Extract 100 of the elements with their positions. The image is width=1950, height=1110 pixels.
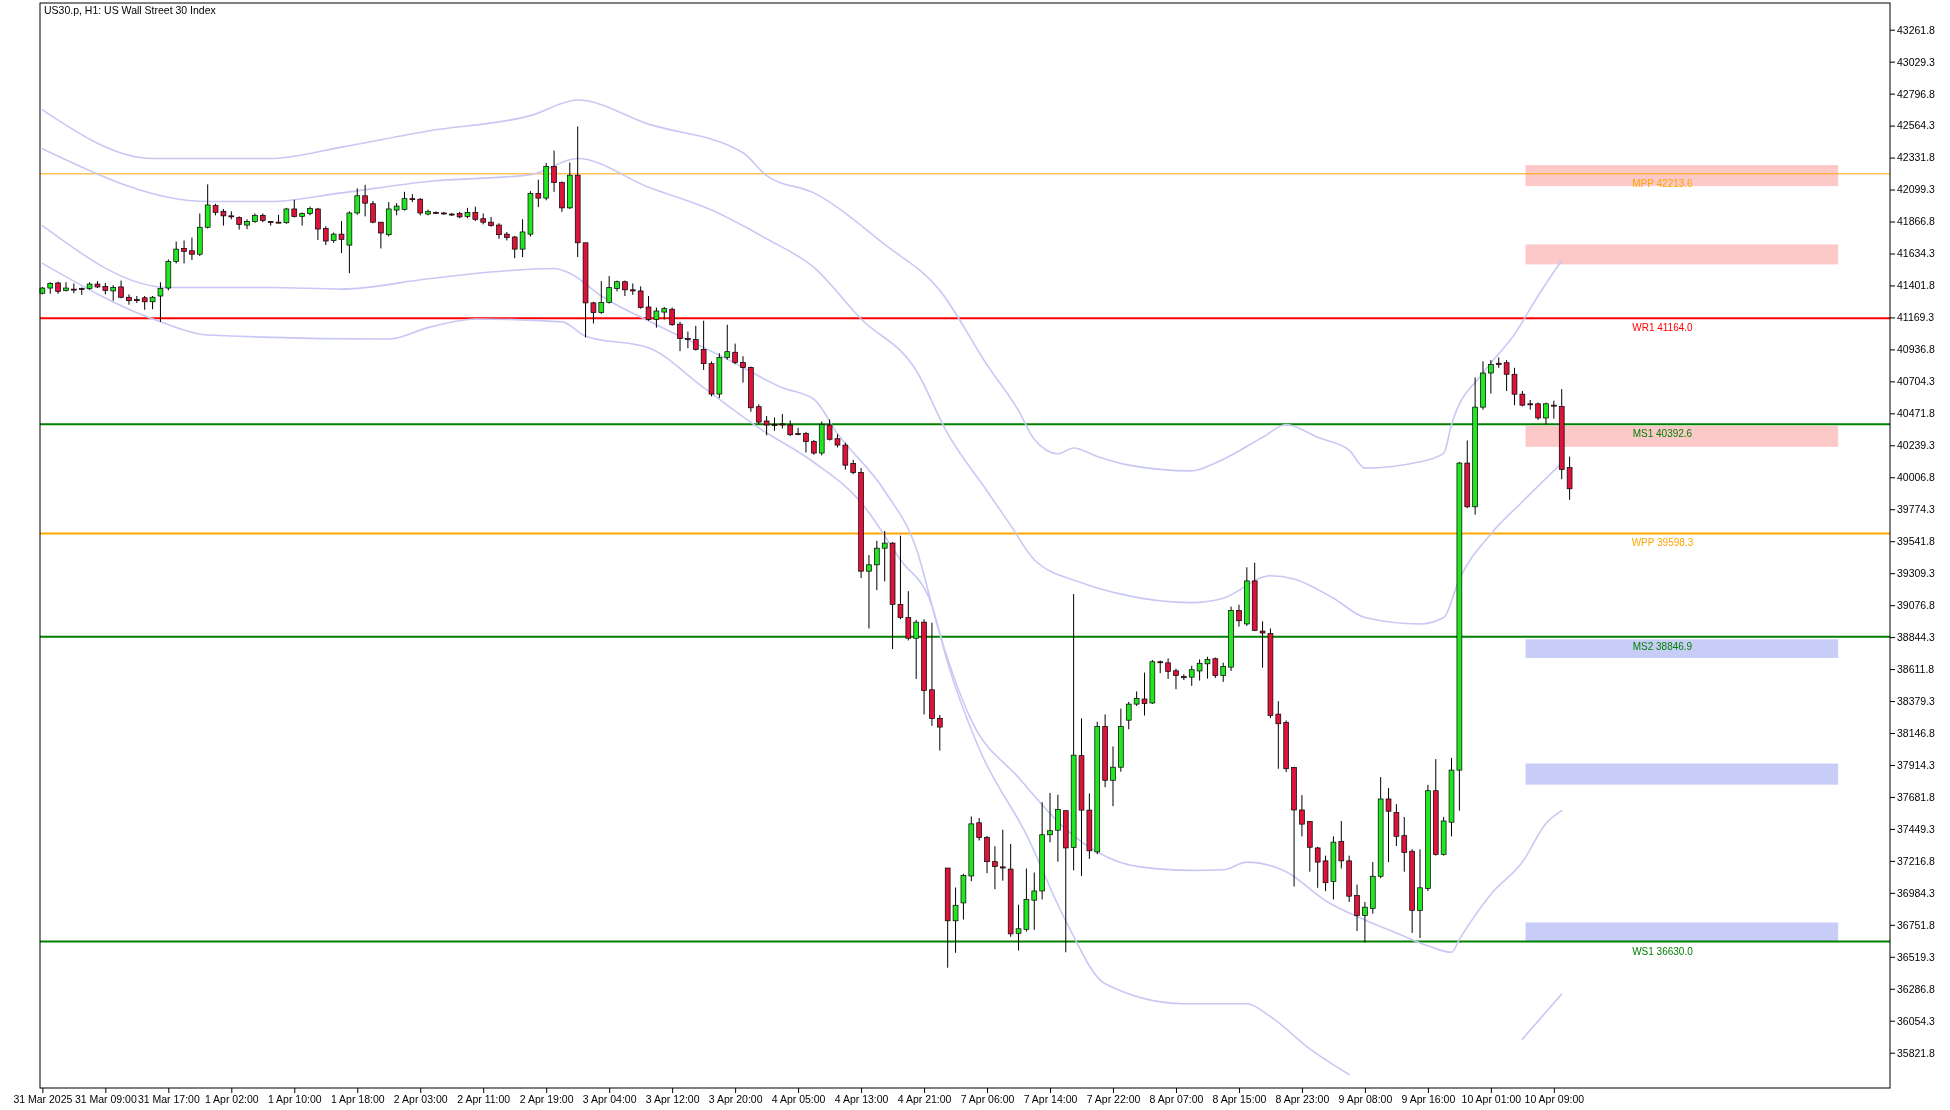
x-tick-label: 4 Apr 05:00 — [771, 1093, 826, 1106]
candlestick — [322, 225, 329, 246]
candlestick — [692, 325, 699, 351]
ref-line-label: MPP 42213.6 — [1632, 177, 1694, 189]
candlestick — [937, 714, 943, 752]
candlestick — [1566, 456, 1573, 501]
x-tick-label: 7 Apr 14:00 — [1023, 1093, 1078, 1106]
x-tick-label: 1 Apr 02:00 — [204, 1093, 259, 1106]
candlestick — [1236, 604, 1242, 628]
candlestick — [1417, 848, 1423, 939]
y-tick-label: 42564.3 — [1897, 119, 1936, 132]
candlestick — [181, 239, 187, 264]
candlestick — [1031, 872, 1038, 931]
candlestick — [1165, 657, 1171, 680]
x-tick-label: 9 Apr 08:00 — [1338, 1093, 1393, 1106]
x-tick-label: 3 Apr 20:00 — [708, 1093, 763, 1106]
x-tick-label: 4 Apr 13:00 — [834, 1093, 889, 1106]
candlestick — [1354, 884, 1360, 932]
candlestick — [1000, 829, 1006, 882]
candlestick — [1181, 673, 1187, 681]
x-tick-label: 1 Apr 18:00 — [330, 1093, 385, 1106]
candlestick — [755, 403, 762, 425]
y-tick-label: 36984.3 — [1897, 886, 1936, 899]
x-tick-label: 2 Apr 11:00 — [457, 1093, 511, 1106]
candlestick — [362, 184, 368, 217]
y-tick-label: 39076.8 — [1897, 598, 1936, 611]
candlestick — [244, 218, 250, 230]
candlestick — [1551, 400, 1557, 420]
candlestick — [606, 275, 612, 305]
candlestick — [63, 281, 69, 292]
candlestick — [488, 216, 494, 228]
x-tick-label: 7 Apr 22:00 — [1086, 1093, 1141, 1106]
candlestick — [803, 431, 809, 453]
y-tick-label: 43261.8 — [1897, 23, 1936, 36]
x-tick-label: 1 Apr 10:00 — [267, 1093, 322, 1106]
candlestick — [740, 355, 746, 384]
candlestick — [299, 211, 305, 227]
candlestick — [1188, 665, 1195, 687]
candlestick — [173, 241, 179, 264]
candlestick — [1055, 794, 1061, 863]
x-tick-label: 31 Mar 17:00 — [137, 1093, 200, 1106]
candlestick — [685, 331, 691, 349]
y-tick-label: 41401.8 — [1897, 279, 1936, 292]
y-tick-label: 37681.8 — [1897, 790, 1936, 803]
candlestick — [189, 237, 195, 261]
candlestick — [677, 321, 683, 352]
y-tick-label: 35821.8 — [1897, 1046, 1936, 1059]
candlestick — [976, 817, 982, 841]
candlestick — [1110, 745, 1116, 807]
ref-line-label: WR1 41164.0 — [1632, 322, 1694, 334]
y-tick-label: 39541.8 — [1897, 535, 1936, 548]
x-tick-label: 8 Apr 07:00 — [1149, 1093, 1204, 1106]
y-tick-label: 43029.3 — [1897, 55, 1936, 68]
candlestick — [732, 343, 738, 365]
candlestick — [1220, 662, 1226, 683]
candlestick — [1488, 359, 1494, 394]
y-tick-label: 37216.8 — [1897, 854, 1936, 867]
x-tick-label: 10 Apr 01:00 — [1461, 1093, 1522, 1106]
candlestick — [1495, 356, 1502, 369]
candlestick — [1299, 794, 1305, 837]
ref-line-label: WS1 36630.0 — [1632, 945, 1694, 957]
candlestick — [551, 150, 557, 193]
y-tick-label: 38379.3 — [1897, 694, 1936, 707]
y-tick-label: 41634.3 — [1897, 247, 1936, 260]
x-tick-label: 9 Apr 16:00 — [1401, 1093, 1456, 1106]
x-tick-label: 8 Apr 15:00 — [1212, 1093, 1267, 1106]
x-tick-label: 2 Apr 19:00 — [519, 1093, 574, 1106]
y-tick-label: 42099.3 — [1897, 183, 1936, 196]
ref-line-label: MS1 40392.6 — [1632, 428, 1693, 440]
candlestick — [866, 554, 872, 629]
candlestick — [795, 427, 801, 436]
candlestick — [874, 540, 880, 591]
y-tick-label: 38844.3 — [1897, 630, 1936, 643]
line-series — [41, 99, 1563, 472]
candlestick — [1173, 668, 1179, 690]
y-tick-label: 38611.8 — [1897, 662, 1935, 675]
y-tick-label: 38146.8 — [1897, 726, 1936, 739]
x-tick-label: 10 Apr 09:00 — [1524, 1093, 1585, 1106]
y-tick-label: 41169.3 — [1897, 311, 1935, 324]
candlestick — [1125, 701, 1132, 730]
x-tick-label: 31 Mar 2025 — [13, 1093, 73, 1106]
x-tick-label: 2 Apr 03:00 — [393, 1093, 448, 1106]
candlestick — [1393, 803, 1400, 847]
candlestick — [992, 845, 998, 890]
candlestick — [724, 324, 731, 361]
y-tick-label: 39309.3 — [1897, 567, 1936, 580]
y-tick-label: 36519.3 — [1897, 950, 1936, 963]
candlestick — [1401, 816, 1408, 873]
ref-line-label: MS2 38846.9 — [1632, 640, 1693, 652]
x-tick-label: 31 Mar 09:00 — [74, 1093, 137, 1106]
y-tick-label: 40239.3 — [1897, 439, 1936, 452]
ref-line-label: WPP 39598.3 — [1631, 537, 1694, 549]
y-tick-label: 39774.3 — [1897, 503, 1936, 516]
x-tick-label: 4 Apr 21:00 — [897, 1093, 952, 1106]
candlestick — [1362, 901, 1368, 944]
y-tick-label: 41866.8 — [1897, 215, 1936, 228]
x-tick-label: 3 Apr 04:00 — [582, 1093, 637, 1106]
y-tick-label: 37914.3 — [1897, 758, 1936, 771]
chart-title: US30.p, H1: US Wall Street 30 Index — [44, 4, 217, 16]
candlestick — [126, 293, 132, 306]
